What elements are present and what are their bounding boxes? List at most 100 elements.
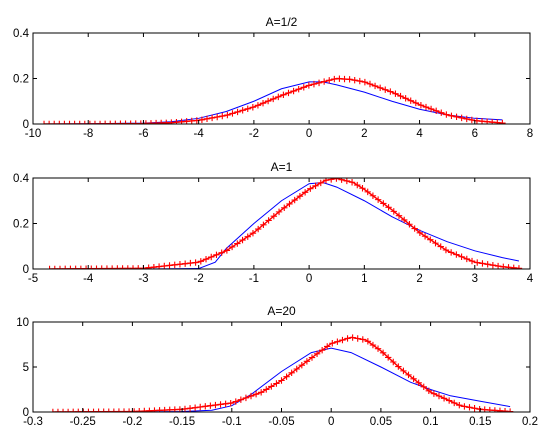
x-tick-label: -8	[83, 128, 93, 140]
plus-marker	[281, 204, 288, 212]
plus-marker	[320, 78, 328, 85]
plus-marker	[307, 185, 314, 192]
plus-marker	[369, 192, 377, 199]
plus-marker	[379, 349, 387, 356]
plus-marker	[270, 212, 278, 220]
plus-marker	[66, 120, 73, 124]
plus-marker	[239, 107, 246, 114]
plus-marker	[293, 365, 300, 373]
plus-marker	[71, 120, 78, 124]
plus-marker	[318, 346, 326, 354]
x-tick-label: -3	[138, 273, 148, 285]
x-tick-label: -0.25	[70, 416, 96, 428]
plus-marker	[207, 402, 214, 409]
plus-marker	[445, 397, 453, 404]
y-tick-label: 5	[23, 362, 29, 374]
plus-marker	[326, 77, 333, 84]
plus-marker	[166, 262, 173, 269]
plus-marker	[45, 120, 53, 124]
plus-marker	[411, 225, 418, 232]
plus-marker	[49, 408, 57, 412]
plus-marker	[458, 114, 465, 122]
plus-marker	[343, 178, 351, 185]
plus-marker	[268, 383, 275, 390]
plus-marker	[427, 236, 434, 243]
plus-marker	[376, 84, 384, 91]
plus-marker	[198, 116, 206, 123]
plus-marker	[217, 401, 224, 408]
y-tick-label: 0	[23, 119, 29, 131]
x-tick-label: 8	[527, 128, 533, 140]
plus-marker	[463, 255, 471, 263]
plus-marker	[334, 338, 341, 345]
x-tick-label: -4	[194, 128, 205, 140]
series-line	[49, 182, 520, 269]
plus-marker	[227, 399, 234, 407]
plus-marker	[176, 261, 184, 268]
series-2	[49, 334, 514, 412]
plus-marker	[369, 341, 377, 349]
plus-marker	[333, 178, 340, 182]
plus-marker	[317, 179, 324, 187]
plus-marker	[254, 102, 262, 109]
plus-marker	[247, 392, 255, 400]
plus-marker	[208, 114, 216, 122]
x-tick-label: 0.1	[423, 416, 439, 428]
x-tick-label: 2	[361, 128, 367, 140]
plus-marker	[275, 208, 283, 216]
plus-marker	[489, 261, 497, 269]
plus-marker	[437, 243, 444, 250]
plus-marker	[244, 233, 251, 240]
plus-marker	[410, 375, 417, 383]
plus-marker	[212, 401, 219, 409]
plus-marker	[458, 253, 465, 260]
x-tick-label: 0	[306, 273, 312, 285]
plus-marker	[432, 239, 439, 247]
plus-marker	[400, 367, 407, 375]
plus-marker	[402, 95, 409, 102]
axes-box	[32, 177, 531, 270]
plus-marker	[416, 229, 424, 237]
plus-marker	[278, 377, 285, 384]
x-tick-label: 0	[306, 128, 312, 140]
x-tick-label: -0.05	[268, 416, 294, 428]
plus-marker	[81, 120, 88, 124]
x-tick-label: -2	[194, 273, 204, 285]
plus-marker	[283, 373, 290, 380]
plus-marker	[390, 358, 397, 366]
plus-marker	[202, 255, 210, 263]
plus-marker	[265, 217, 272, 224]
plus-marker	[392, 90, 399, 97]
plus-marker	[354, 181, 361, 189]
plus-marker	[51, 120, 58, 124]
x-tick-label: -6	[138, 128, 148, 140]
plus-marker	[479, 260, 486, 267]
plus-marker	[468, 257, 476, 265]
plus-marker	[364, 338, 372, 345]
plus-marker	[260, 221, 267, 228]
plus-marker	[285, 89, 292, 97]
plus-marker	[374, 345, 382, 352]
plus-marker	[242, 394, 250, 402]
plus-marker	[257, 389, 265, 396]
y-tick-label: 0.4	[13, 173, 30, 185]
plus-marker	[229, 110, 236, 117]
x-tick-label: 0	[328, 416, 334, 428]
plus-marker	[288, 369, 295, 377]
plus-marker	[298, 361, 306, 369]
plus-marker	[181, 405, 189, 412]
plus-marker	[161, 262, 168, 269]
plus-marker	[407, 97, 414, 104]
y-tick-label: 0	[23, 407, 29, 419]
subplot-2: A=1 -5 -4 -3 -2 -1 0 1 2 3 4 0 0.2 0.4	[13, 160, 534, 285]
chart-title: A=1	[271, 160, 293, 174]
plus-marker	[484, 261, 491, 268]
plus-marker	[463, 115, 470, 123]
plus-marker	[427, 105, 435, 113]
chart-title: A=20	[267, 304, 296, 318]
plus-marker	[213, 113, 221, 121]
plus-marker	[432, 107, 440, 115]
plus-marker	[451, 399, 458, 407]
axes-box	[32, 32, 531, 125]
